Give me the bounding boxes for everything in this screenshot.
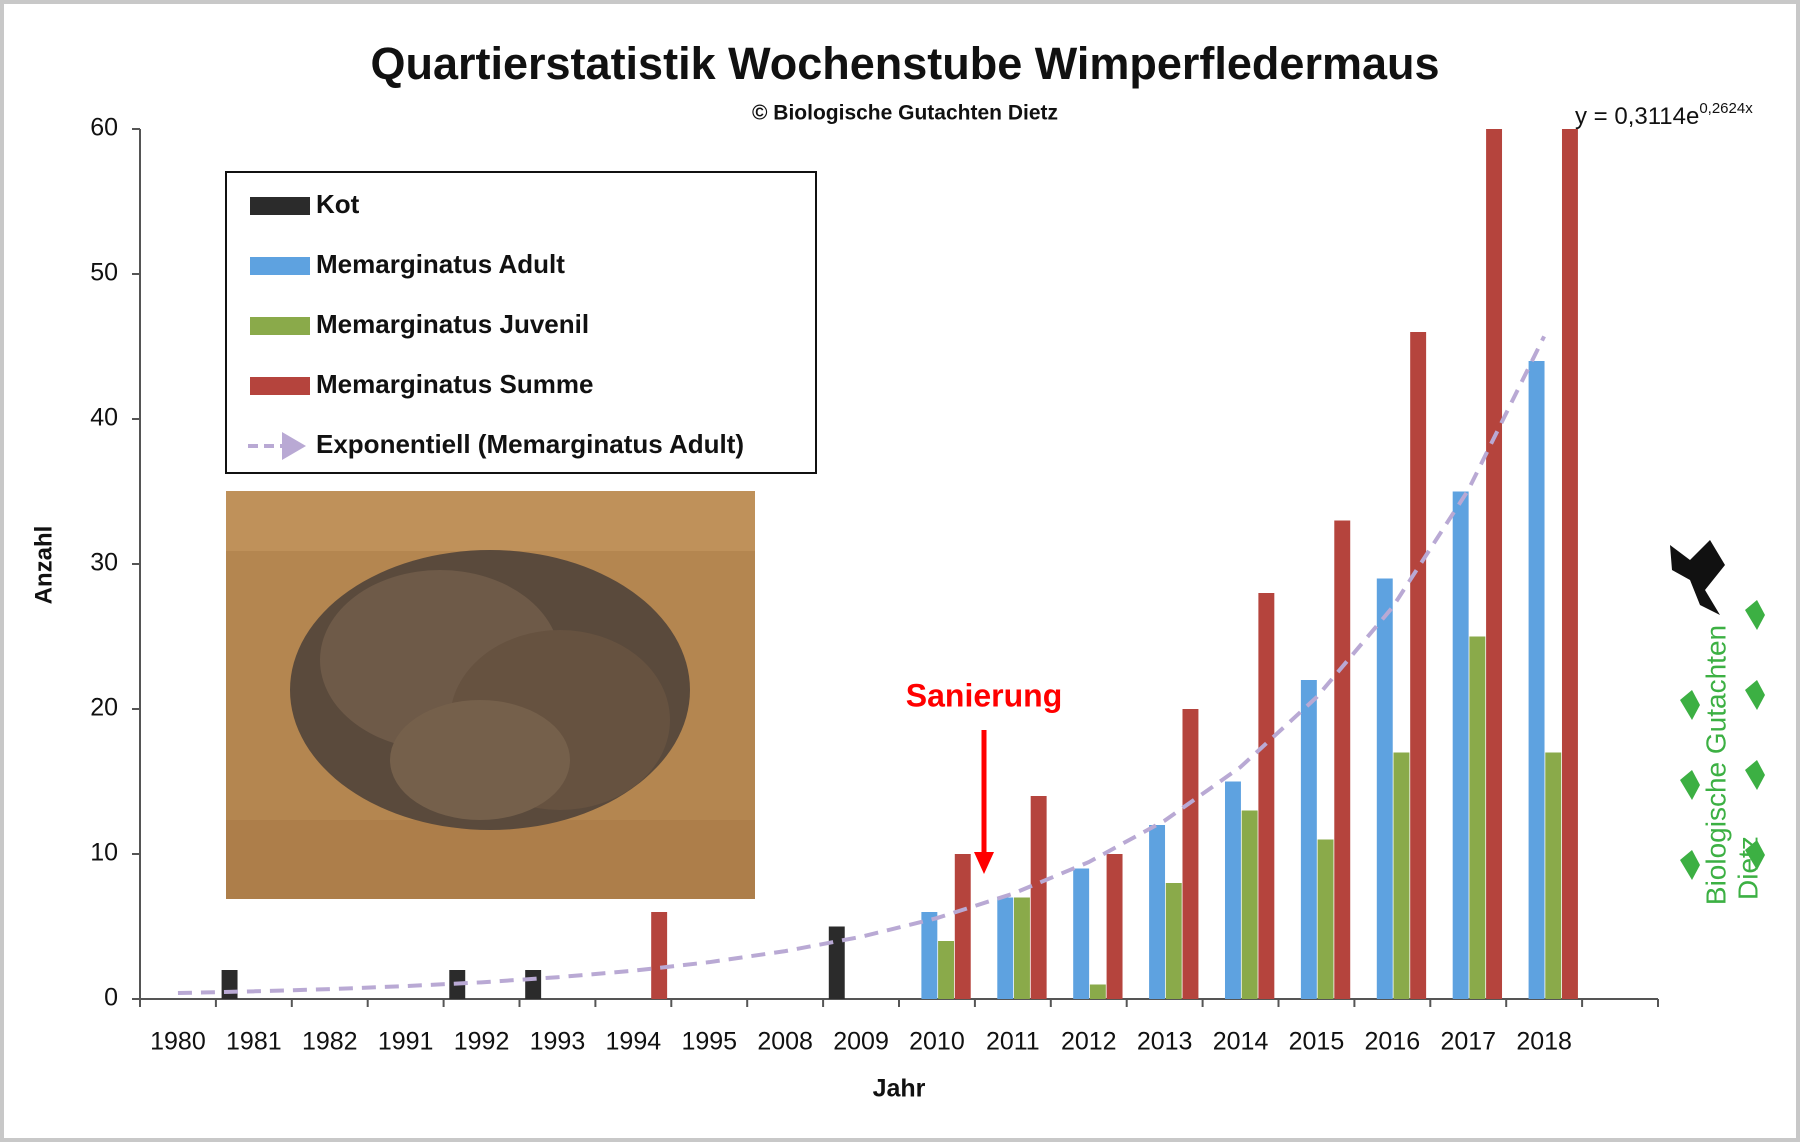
equation-base: y = 0,3114e xyxy=(1575,103,1699,130)
y-tick-label: 20 xyxy=(90,694,118,722)
x-tick-label: 2013 xyxy=(1137,1028,1193,1056)
bar xyxy=(651,912,667,999)
bar xyxy=(1031,796,1047,999)
x-tick-label: 1992 xyxy=(454,1028,510,1056)
bar xyxy=(1393,753,1409,1000)
page: {"chart_data": {"type": "bar", "title": … xyxy=(0,0,1800,1142)
x-tick-label: 1981 xyxy=(226,1028,282,1056)
bar xyxy=(1166,883,1182,999)
bar xyxy=(1410,332,1426,999)
x-tick-label: 2016 xyxy=(1365,1028,1421,1056)
bar xyxy=(1562,129,1578,999)
annotation: Sanierung xyxy=(906,677,1062,713)
bar xyxy=(1486,129,1502,999)
x-tick-label: 1994 xyxy=(606,1028,662,1056)
legend-label: Memarginatus Adult xyxy=(316,249,565,279)
bar xyxy=(1318,840,1334,1000)
x-tick-label: 2011 xyxy=(986,1028,1040,1056)
bar xyxy=(1334,521,1350,1000)
y-axis-label: Anzahl xyxy=(30,526,57,605)
bar xyxy=(1107,854,1123,999)
legend-label: Exponentiell (Memarginatus Adult) xyxy=(316,429,744,459)
y-tick-label: 50 xyxy=(90,259,118,287)
legend-label: Memarginatus Summe xyxy=(316,369,593,399)
x-tick-label: 1995 xyxy=(681,1028,737,1056)
x-tick-label: 1982 xyxy=(302,1028,358,1056)
bar xyxy=(1469,637,1485,1000)
bar xyxy=(1014,898,1030,1000)
y-tick-label: 30 xyxy=(90,549,118,577)
bar xyxy=(1529,361,1545,999)
y-tick-label: 40 xyxy=(90,404,118,432)
bar xyxy=(1301,680,1317,999)
chart-subtitle: © Biologische Gutachten Dietz xyxy=(752,102,1058,125)
legend-label: Kot xyxy=(316,189,360,219)
bar xyxy=(1545,753,1561,1000)
logo-text: Biologische Gutachten xyxy=(1700,625,1731,905)
chart-title: Quartierstatistik Wochenstube Wimperfled… xyxy=(370,38,1439,89)
bar xyxy=(1258,593,1274,999)
legend: Kot Memarginatus Adult Memarginatus Juveni… xyxy=(226,172,816,473)
photo xyxy=(226,491,755,899)
bar xyxy=(1073,869,1089,1000)
x-tick-label: 2017 xyxy=(1440,1028,1496,1056)
x-tick-label: 2014 xyxy=(1213,1028,1269,1056)
x-tick-label: 2008 xyxy=(757,1028,813,1056)
bar xyxy=(921,912,937,999)
x-tick-label: 2010 xyxy=(909,1028,965,1056)
bar xyxy=(955,854,971,999)
bar xyxy=(1453,492,1469,1000)
bar xyxy=(829,927,845,1000)
legend-swatch xyxy=(250,317,310,335)
bar xyxy=(222,970,238,999)
x-tick-label: 2012 xyxy=(1061,1028,1117,1056)
y-tick-label: 0 xyxy=(104,984,118,1012)
y-tick-label: 60 xyxy=(90,114,118,142)
bar xyxy=(1242,811,1258,1000)
x-tick-label: 2009 xyxy=(833,1028,889,1056)
bar xyxy=(1182,709,1198,999)
chart: Quartierstatistik Wochenstube Wimperfled… xyxy=(0,0,1800,1142)
bar xyxy=(997,898,1013,1000)
x-axis-label: Jahr xyxy=(873,1075,926,1103)
x-tick-label: 1980 xyxy=(150,1028,206,1056)
x-tick-label: 2015 xyxy=(1289,1028,1345,1056)
bar xyxy=(1377,579,1393,1000)
bar xyxy=(1090,985,1106,1000)
legend-label: Memarginatus Juvenil xyxy=(316,309,589,339)
x-tick-label: 1993 xyxy=(530,1028,586,1056)
equation-exponent: 0,2624x xyxy=(1699,100,1753,117)
bar xyxy=(938,941,954,999)
x-tick-label: 2018 xyxy=(1516,1028,1572,1056)
bar xyxy=(1225,782,1241,1000)
bar xyxy=(1149,825,1165,999)
x-tick-label: 1991 xyxy=(378,1028,434,1056)
y-tick-label: 10 xyxy=(90,839,118,867)
logo-text: Dietz xyxy=(1732,836,1763,900)
bar xyxy=(525,970,541,999)
legend-swatch xyxy=(250,377,310,395)
legend-swatch xyxy=(250,197,310,215)
legend-swatch xyxy=(250,257,310,275)
